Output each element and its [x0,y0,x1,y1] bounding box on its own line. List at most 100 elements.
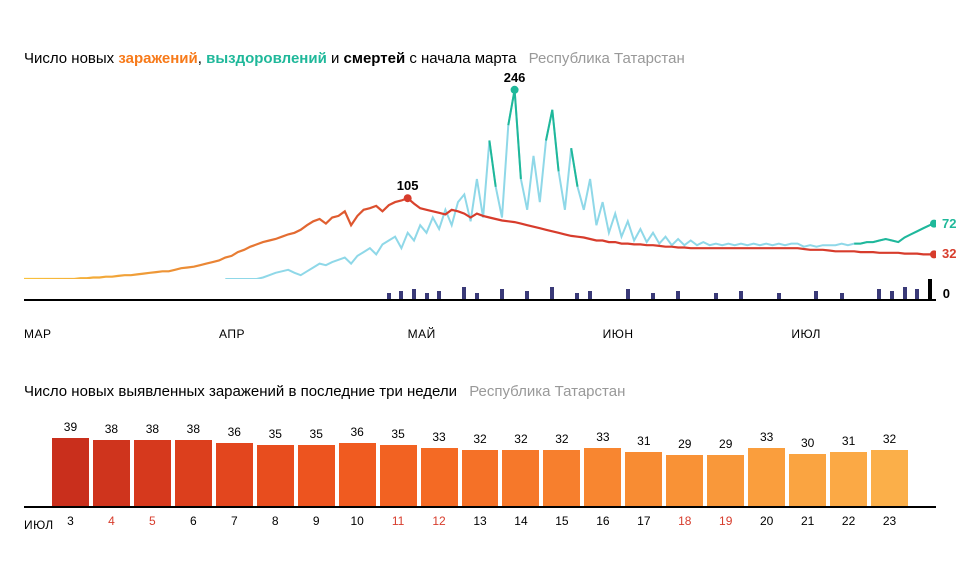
death-tick [928,279,932,299]
bar-day-label: 13 [462,514,499,528]
bar-chart-title: Число новых выявленных заражений в после… [24,383,936,400]
bar-value-label: 38 [105,422,118,436]
bar-column: 29 [707,437,744,506]
bar-rect [339,443,376,506]
bar-value-label: 31 [637,434,650,448]
bar-day-label: 21 [789,514,826,528]
bar-rect [707,455,744,506]
bar-day-label: 11 [380,514,417,528]
region-label: Республика Татарстан [529,50,685,67]
bar-day-label: 14 [502,514,539,528]
line-chart-svg [24,79,936,279]
death-tick [462,287,466,299]
bar-chart: 3938383836353536353332323233312929333031… [24,418,936,538]
bar-value-label: 36 [350,425,363,439]
bar-day-label: 12 [421,514,458,528]
zero-label: 0 [943,286,950,301]
region-label-2: Республика Татарстан [469,383,625,400]
bar-day-label: 22 [830,514,867,528]
bar-value-label: 33 [432,430,445,444]
death-tick [915,289,919,299]
death-tick [626,289,630,299]
bar-column: 35 [257,427,294,506]
month-label: ИЮЛ [791,327,821,341]
t1-sep1: , [198,50,206,67]
bar-rect [175,440,212,507]
death-tick [840,293,844,299]
t1-w1: заражений [118,50,197,67]
death-tick [437,291,441,299]
death-tick [575,293,579,299]
bar-month-label: ИЮЛ [24,518,54,532]
death-tick [777,293,781,299]
death-tick [588,291,592,299]
bar-column: 32 [502,432,539,506]
bar-value-label: 32 [514,432,527,446]
bar-rect [298,445,335,506]
death-tick [387,293,391,299]
bar-day-label: 20 [748,514,785,528]
bar-day-label: 8 [257,514,294,528]
bar-column: 32 [462,432,499,506]
death-tick [500,289,504,299]
bar-rect [666,455,703,506]
bar-column: 31 [830,434,867,506]
death-tick [814,291,818,299]
bar-column: 29 [666,437,703,506]
end-label: 32 [942,246,956,261]
end-label: 72 [942,216,956,231]
bar-column: 38 [175,422,212,507]
death-tick [550,287,554,299]
bar-day-label: 5 [134,514,171,528]
bar-column: 36 [216,425,253,506]
bar-value-label: 38 [187,422,200,436]
bar-column: 35 [380,427,417,506]
bar-day-label: 3 [52,514,89,528]
bar-day-label: 17 [625,514,662,528]
t1-sep2: и [327,50,344,67]
peak-label-infections: 105 [397,178,419,193]
bar-day-label: 4 [93,514,130,528]
bar-rect [502,450,539,506]
t1-w2: выздоровлений [206,50,327,67]
bar-value-label: 36 [228,425,241,439]
bar-value-label: 33 [596,430,609,444]
t1-prefix: Число новых [24,50,118,67]
bar-value-label: 38 [146,422,159,436]
bar-rect [93,440,130,507]
bar-value-label: 30 [801,436,814,450]
peak-label-recoveries: 246 [504,70,526,85]
month-label: АПР [219,327,245,341]
bar-column: 36 [339,425,376,506]
bar-column: 32 [871,432,908,506]
bar-rect [871,450,908,506]
month-label: ИЮН [603,327,634,341]
bar-column: 31 [625,434,662,506]
bar-day-label: 6 [175,514,212,528]
bar-value-label: 39 [64,420,77,434]
death-tick [714,293,718,299]
bar-value-label: 32 [555,432,568,446]
death-tick [412,289,416,299]
bar-value-label: 29 [719,437,732,451]
death-tick [877,289,881,299]
death-tick [651,293,655,299]
bar-rect [52,438,89,506]
line-chart-title: Число новых заражений, выздоровлений и с… [24,50,936,67]
month-axis: МАРАПРМАЙИЮНИЮЛ [24,327,936,347]
bar-value-label: 35 [310,427,323,441]
bar-rect [134,440,171,507]
bar-column: 35 [298,427,335,506]
bar-rect [462,450,499,506]
bar-rect [543,450,580,506]
bar-day-label: 7 [216,514,253,528]
bar-rect [748,448,785,506]
bar-value-label: 32 [883,432,896,446]
death-tick [399,291,403,299]
bar-rect [380,445,417,506]
bar-day-label: 15 [543,514,580,528]
bar-column: 33 [748,430,785,506]
bar-value-label: 35 [391,427,404,441]
bar-value-label: 29 [678,437,691,451]
death-tick [903,287,907,299]
